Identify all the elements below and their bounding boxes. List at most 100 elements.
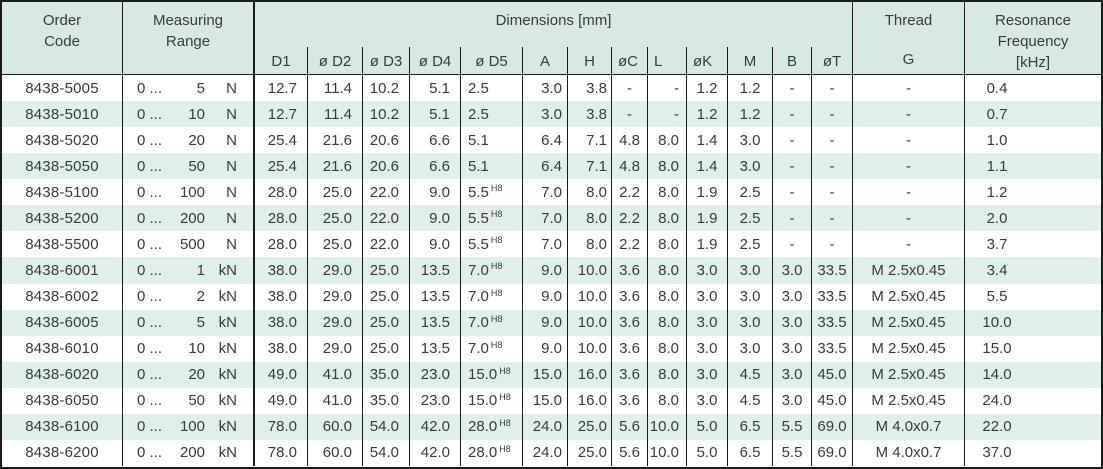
- subheader-d5: ø D5: [461, 47, 523, 75]
- cell-h: 10.0: [568, 283, 612, 310]
- cell-d5: 15.0 H8: [461, 361, 523, 388]
- subheader-d3: ø D3: [363, 47, 410, 75]
- range-from: 0 ...: [137, 235, 163, 253]
- cell-thread-g: M 2.5x0.45: [853, 283, 965, 310]
- range-from: 0 ...: [137, 444, 163, 462]
- cell-d2: 25.0: [308, 231, 363, 258]
- table-row: 8438-6200 0 ... 200 kN 78.0 60.0 54.0 42.0 28.0 H…: [2, 439, 1101, 466]
- cell-d3: 54.0: [363, 413, 410, 440]
- subheader-g: G: [902, 51, 915, 68]
- cell-oc: 4.8: [612, 153, 648, 180]
- d5-value: 5.5: [468, 183, 489, 201]
- cell-d5: 2.5: [461, 101, 523, 128]
- cell-measuring-range: 0 ... 100 N: [123, 179, 255, 206]
- cell-ot: -: [812, 153, 853, 180]
- cell-d2: 29.0: [308, 283, 363, 310]
- cell-h: 25.0: [568, 413, 612, 440]
- cell-d2: 11.4: [308, 75, 363, 102]
- cell-ok: 3.0: [687, 283, 728, 310]
- cell-d4: 5.1: [410, 101, 461, 128]
- range-value: 200: [179, 444, 205, 462]
- cell-measuring-range: 0 ... 200 kN: [123, 439, 255, 466]
- range-value: 5: [196, 79, 205, 97]
- tolerance-superscript: H8: [499, 417, 511, 428]
- cell-ot: 69.0: [812, 439, 853, 466]
- header-order-code-line1: Order: [42, 12, 82, 29]
- cell-thread-g: -: [853, 231, 965, 258]
- tolerance-superscript: H8: [499, 365, 511, 376]
- cell-ok: 3.0: [687, 361, 728, 388]
- table-row: 8438-5500 0 ... 500 N 28.0 25.0 22.0 9.0 5.5 H8 7.…: [2, 231, 1101, 258]
- range-unit: N: [226, 183, 237, 201]
- cell-oc: 5.6: [612, 439, 648, 466]
- cell-ok: 3.0: [687, 257, 728, 284]
- cell-a: 9.0: [523, 257, 568, 284]
- cell-d5: 5.5 H8: [461, 231, 523, 258]
- tolerance-superscript: H8: [499, 443, 511, 454]
- table-row: 8438-6001 0 ... 1 kN 38.0 29.0 25.0 13.5 7.0 H8 9.…: [2, 257, 1101, 284]
- cell-d1: 28.0: [255, 179, 308, 206]
- cell-a: 3.0: [523, 75, 568, 102]
- cell-d5: 15.0 H8: [461, 387, 523, 414]
- table-row: 8438-6002 0 ... 2 kN 38.0 29.0 25.0 13.5 7.0 H8 9.…: [2, 283, 1101, 310]
- cell-resonance-frequency: 0.4: [986, 79, 1008, 97]
- cell-m: 1.2: [728, 75, 773, 102]
- cell-order-code: 8438-6002: [2, 283, 123, 310]
- tolerance-superscript: H8: [490, 261, 503, 272]
- table-row: 8438-6010 0 ... 10 kN 38.0 29.0 25.0 13.5 7.0 H8 9…: [2, 335, 1101, 362]
- range-value: 10: [188, 105, 205, 123]
- cell-oc: 2.2: [612, 231, 648, 258]
- cell-oc: 2.2: [612, 205, 648, 232]
- cell-b: 3.0: [773, 283, 812, 310]
- cell-b: -: [773, 153, 812, 180]
- table-body: 8438-5005 0 ... 5 N 12.7 11.4 10.2 5.1 2.5 3.0 3.8…: [2, 75, 1101, 467]
- cell-m: 2.5: [728, 205, 773, 232]
- header-measuring-range-line2: Range: [165, 33, 211, 50]
- d5-value: 7.0: [468, 314, 489, 332]
- cell-m: 2.5: [728, 231, 773, 258]
- cell-order-code: 8438-6020: [2, 361, 123, 388]
- range-value: 100: [179, 418, 205, 436]
- range-unit: N: [226, 131, 237, 149]
- d5-value: 28.0: [468, 444, 498, 462]
- cell-l: 10.0: [648, 439, 687, 466]
- range-unit: N: [226, 105, 237, 123]
- cell-d2: 21.6: [308, 127, 363, 154]
- cell-d3: 22.0: [363, 179, 410, 206]
- range-value: 10: [188, 340, 205, 358]
- cell-a: 6.4: [523, 127, 568, 154]
- header-measuring-range-line1: Measuring: [152, 12, 224, 29]
- cell-d5: 5.5 H8: [461, 205, 523, 232]
- header-measuring-range: Measuring Range: [123, 2, 255, 75]
- cell-d2: 11.4: [308, 101, 363, 128]
- cell-resonance-frequency: 3.7: [986, 235, 1008, 253]
- tolerance-superscript: H8: [490, 183, 503, 194]
- cell-d1: 49.0: [255, 387, 308, 414]
- cell-d5: 28.0 H8: [461, 413, 523, 440]
- cell-order-code: 8438-5010: [2, 101, 123, 128]
- range-from: 0 ...: [137, 288, 163, 306]
- tolerance-superscript: H8: [490, 209, 503, 220]
- cell-h: 8.0: [568, 231, 612, 258]
- cell-ot: 69.0: [812, 413, 853, 440]
- cell-h: 7.1: [568, 153, 612, 180]
- cell-l: 8.0: [648, 205, 687, 232]
- range-from: 0 ...: [137, 392, 163, 410]
- header-thread-label: Thread: [884, 12, 933, 29]
- cell-m: 3.0: [728, 153, 773, 180]
- d5-value: 5.1: [468, 157, 489, 175]
- cell-b: -: [773, 101, 812, 128]
- table-row: 8438-5010 0 ... 10 N 12.7 11.4 10.2 5.1 2.5 3.0 3.…: [2, 101, 1101, 128]
- cell-d1: 28.0: [255, 205, 308, 232]
- cell-d2: 41.0: [308, 361, 363, 388]
- table-row: 8438-5005 0 ... 5 N 12.7 11.4 10.2 5.1 2.5 3.0 3.8…: [2, 75, 1101, 102]
- cell-d4: 6.6: [410, 127, 461, 154]
- subheader-h: H: [568, 47, 612, 75]
- cell-ot: 45.0: [812, 361, 853, 388]
- cell-h: 10.0: [568, 335, 612, 362]
- subheader-oc: øC: [612, 47, 648, 75]
- cell-m: 6.5: [728, 413, 773, 440]
- cell-measuring-range: 0 ... 200 N: [123, 205, 255, 232]
- cell-d5: 5.1: [461, 153, 523, 180]
